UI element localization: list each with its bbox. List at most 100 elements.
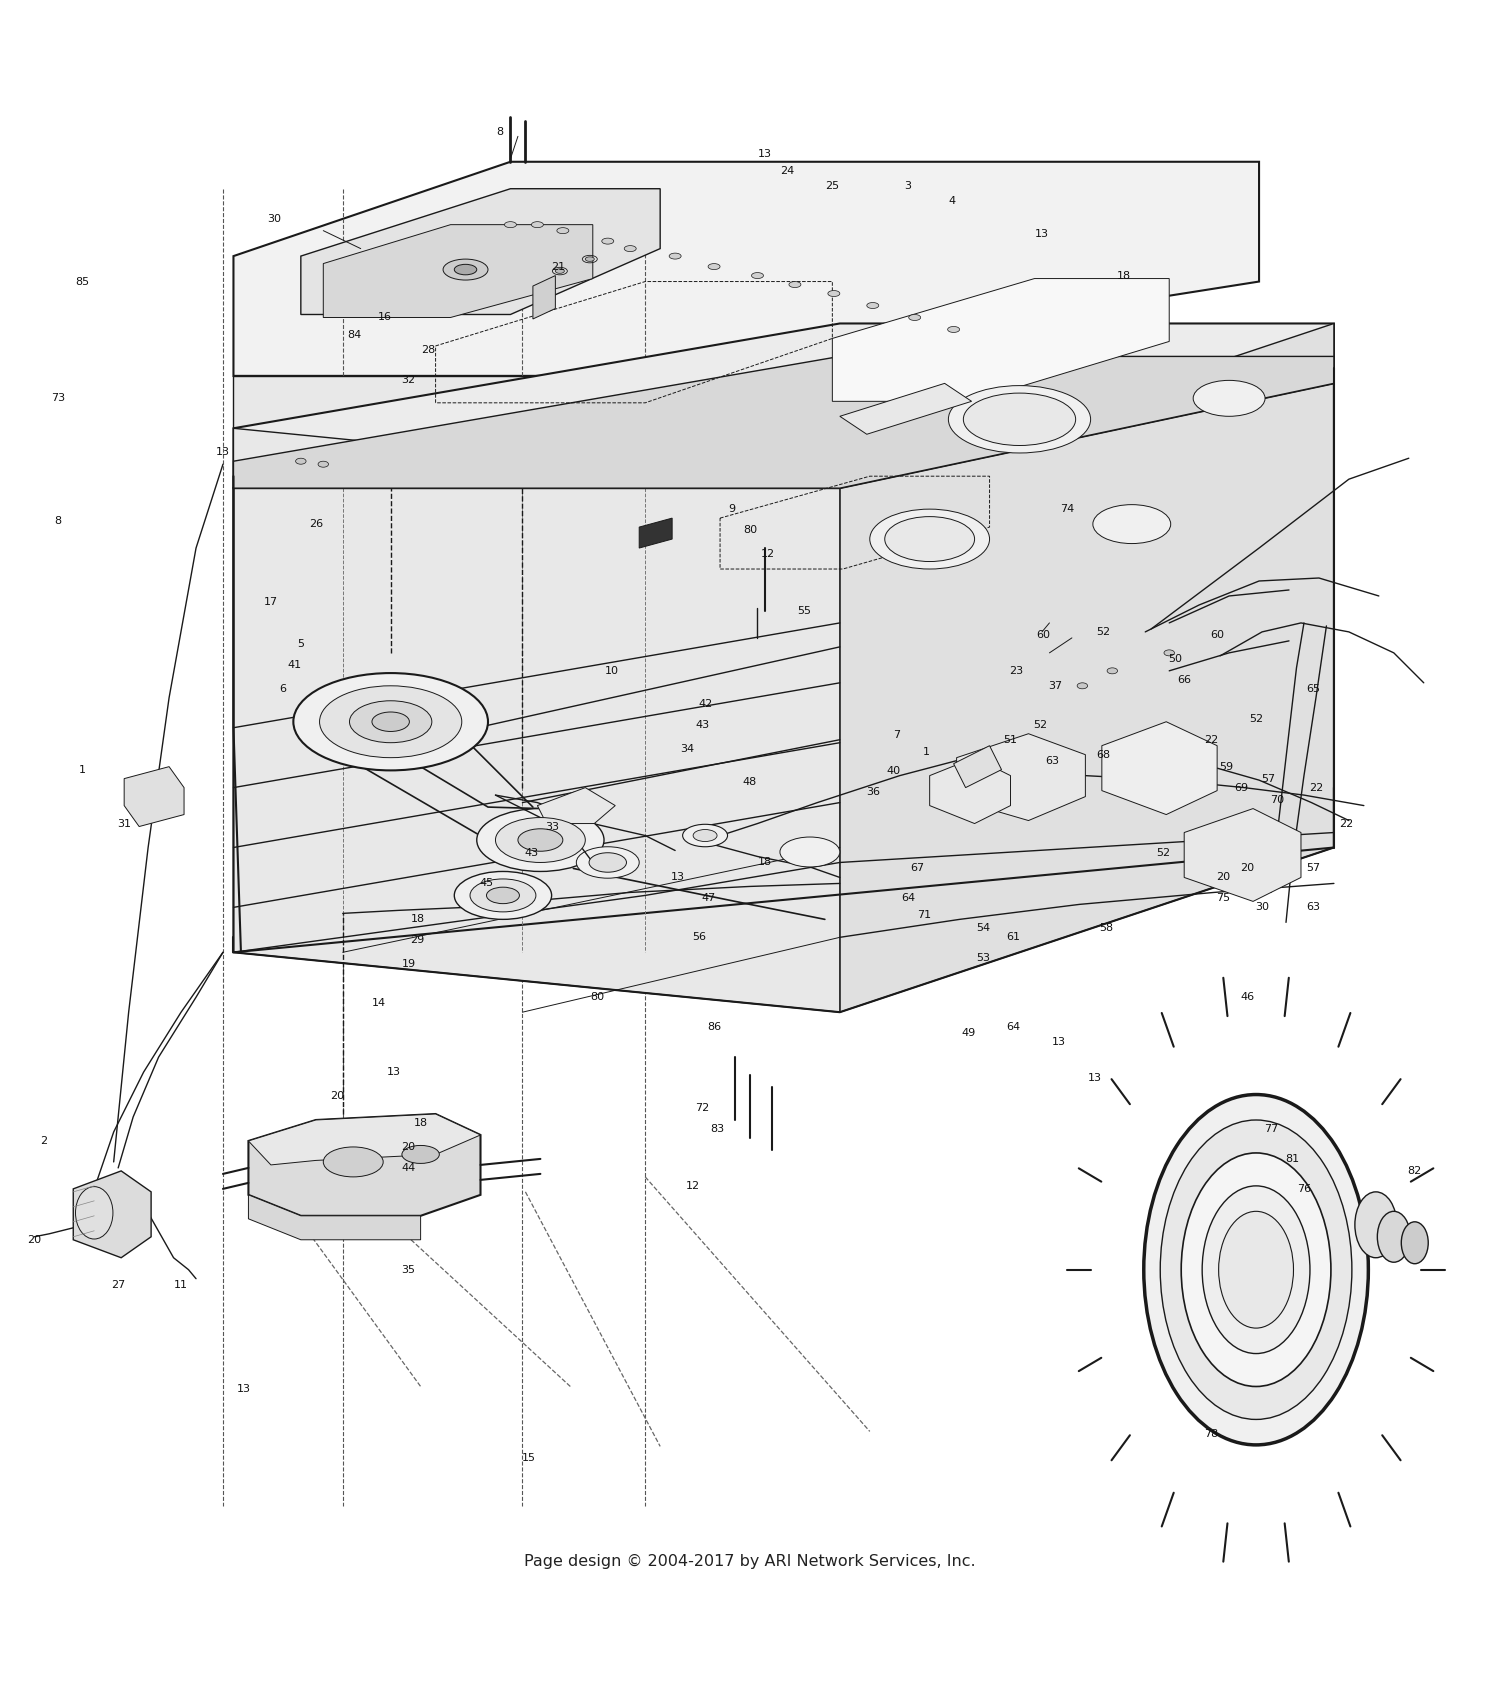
- Ellipse shape: [1354, 1192, 1396, 1258]
- Ellipse shape: [1218, 1212, 1293, 1329]
- Text: 40: 40: [886, 766, 902, 776]
- Ellipse shape: [909, 315, 921, 320]
- Polygon shape: [124, 766, 184, 827]
- Ellipse shape: [402, 1146, 439, 1163]
- Ellipse shape: [442, 259, 488, 280]
- Text: 21: 21: [552, 261, 566, 271]
- Ellipse shape: [789, 281, 801, 288]
- Polygon shape: [234, 376, 660, 429]
- Text: 19: 19: [402, 959, 416, 970]
- Text: 81: 81: [1286, 1154, 1299, 1164]
- Text: 52: 52: [1156, 849, 1170, 858]
- Text: 56: 56: [692, 932, 706, 942]
- Text: 17: 17: [264, 597, 278, 607]
- Text: 47: 47: [700, 893, 715, 903]
- Text: 26: 26: [309, 519, 322, 529]
- Text: 80: 80: [742, 525, 758, 536]
- Text: 51: 51: [1004, 734, 1017, 744]
- Polygon shape: [249, 1195, 420, 1239]
- Text: 3: 3: [903, 181, 910, 192]
- Text: 13: 13: [1088, 1073, 1101, 1083]
- Text: 1: 1: [78, 764, 86, 775]
- Ellipse shape: [602, 237, 613, 244]
- Text: 13: 13: [387, 1068, 400, 1076]
- Text: 32: 32: [402, 375, 416, 385]
- Text: 71: 71: [916, 910, 930, 920]
- Text: 45: 45: [480, 878, 494, 888]
- Text: 20: 20: [1240, 863, 1254, 873]
- Text: 18: 18: [758, 858, 772, 868]
- Polygon shape: [532, 276, 555, 319]
- Text: 46: 46: [1240, 992, 1254, 1002]
- Ellipse shape: [296, 458, 306, 464]
- Polygon shape: [840, 383, 972, 434]
- Text: 8: 8: [54, 515, 62, 525]
- Ellipse shape: [590, 853, 627, 873]
- Text: 53: 53: [976, 953, 990, 963]
- Ellipse shape: [708, 264, 720, 270]
- Ellipse shape: [870, 508, 990, 570]
- Text: 66: 66: [1178, 675, 1191, 685]
- Ellipse shape: [454, 264, 477, 275]
- Ellipse shape: [948, 385, 1090, 453]
- Text: 22: 22: [1204, 734, 1218, 744]
- Text: 52: 52: [1034, 720, 1047, 731]
- Text: 72: 72: [694, 1103, 709, 1114]
- Ellipse shape: [324, 1148, 382, 1176]
- Text: 28: 28: [422, 346, 435, 356]
- Text: 12: 12: [760, 549, 776, 559]
- Text: 48: 48: [742, 776, 758, 786]
- Text: 18: 18: [1118, 271, 1131, 281]
- Text: 52: 52: [1096, 627, 1110, 637]
- Text: 78: 78: [1204, 1429, 1218, 1439]
- Ellipse shape: [1107, 668, 1118, 675]
- Text: 30: 30: [1256, 902, 1269, 912]
- Text: 20: 20: [1216, 873, 1230, 883]
- Text: 65: 65: [1306, 683, 1320, 693]
- Text: 22: 22: [1310, 783, 1323, 793]
- Text: 80: 80: [590, 992, 604, 1002]
- Text: 8: 8: [496, 127, 504, 137]
- Text: 22: 22: [1340, 819, 1353, 829]
- Text: 42: 42: [698, 698, 712, 709]
- Text: 43: 43: [694, 720, 709, 731]
- Text: 67: 67: [910, 863, 926, 873]
- Text: 13: 13: [670, 873, 686, 883]
- Ellipse shape: [867, 302, 879, 308]
- Text: 25: 25: [825, 181, 840, 192]
- Text: 60: 60: [1036, 631, 1050, 641]
- Text: 1: 1: [922, 747, 930, 756]
- Polygon shape: [1102, 722, 1216, 815]
- Text: 2: 2: [39, 1136, 46, 1146]
- Ellipse shape: [477, 809, 604, 871]
- Polygon shape: [234, 161, 1258, 376]
- Text: 57: 57: [1306, 863, 1320, 873]
- Ellipse shape: [948, 327, 960, 332]
- Text: 84: 84: [348, 331, 361, 341]
- Text: 86: 86: [706, 1022, 722, 1032]
- Text: 41: 41: [288, 659, 302, 670]
- Polygon shape: [249, 1114, 480, 1215]
- Polygon shape: [833, 278, 1168, 402]
- Text: 69: 69: [1234, 783, 1248, 793]
- Text: 64: 64: [1007, 1022, 1020, 1032]
- Ellipse shape: [75, 1186, 112, 1239]
- Ellipse shape: [669, 253, 681, 259]
- Text: 85: 85: [75, 276, 90, 286]
- Text: 52: 52: [1250, 714, 1263, 724]
- Ellipse shape: [1144, 1095, 1368, 1444]
- Text: 68: 68: [1096, 749, 1110, 759]
- Text: 31: 31: [117, 819, 130, 829]
- Ellipse shape: [1192, 380, 1264, 417]
- Text: 6: 6: [279, 683, 286, 693]
- Ellipse shape: [1377, 1212, 1410, 1263]
- Ellipse shape: [504, 222, 516, 227]
- Polygon shape: [324, 225, 592, 317]
- Text: 16: 16: [378, 312, 392, 322]
- Ellipse shape: [1401, 1222, 1428, 1264]
- Text: 75: 75: [1216, 893, 1230, 903]
- Ellipse shape: [1077, 683, 1088, 688]
- Polygon shape: [302, 188, 660, 315]
- Text: 18: 18: [411, 914, 424, 924]
- Polygon shape: [840, 324, 1334, 1012]
